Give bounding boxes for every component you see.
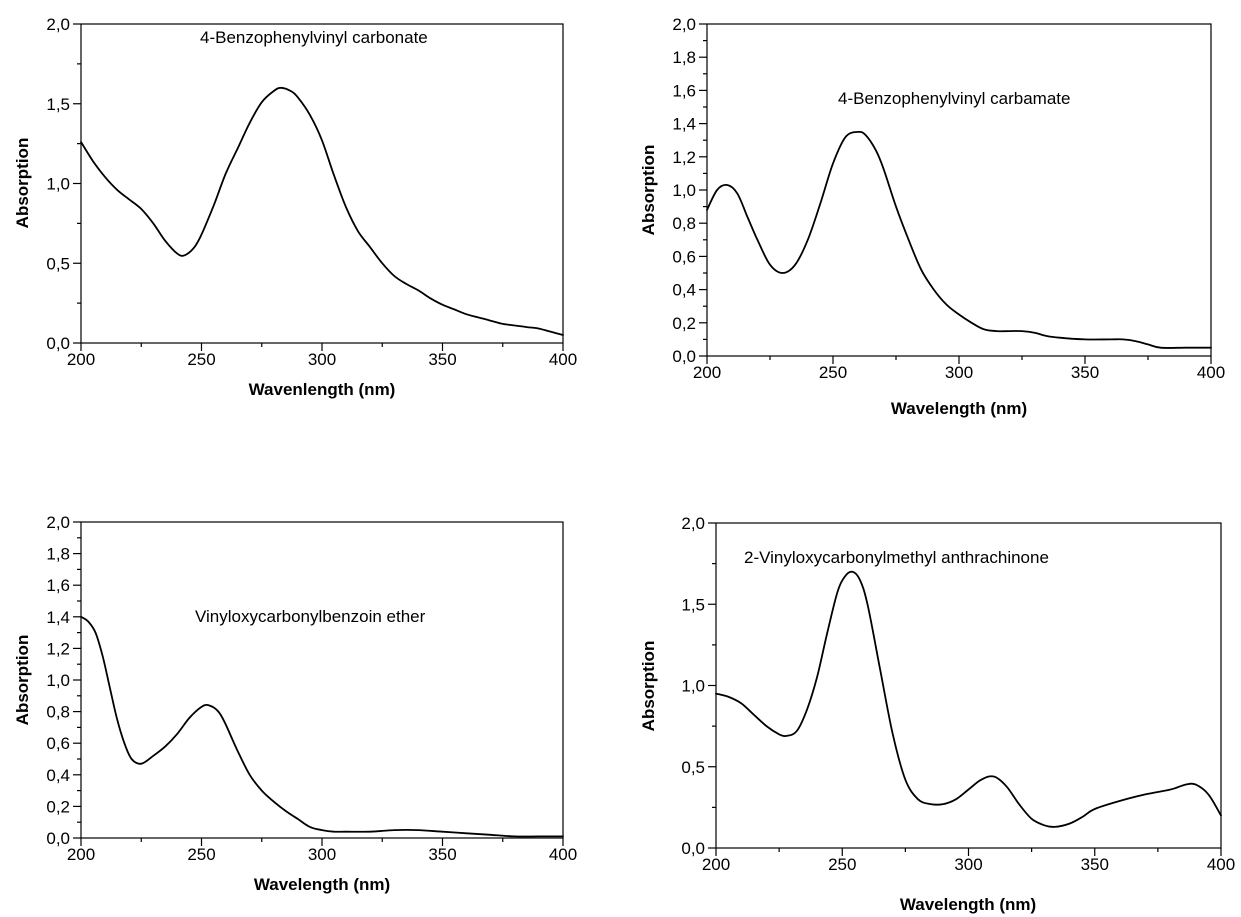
chart-1-x-tick-label: 250: [187, 350, 215, 369]
chart-2-x-tick-label: 200: [693, 363, 721, 382]
chart-2-x-tick-label: 350: [1071, 363, 1099, 382]
chart-2-y-tick-label: 1,0: [672, 181, 696, 200]
chart-3-y-tick-label: 0,4: [46, 766, 70, 785]
chart-1-x-axis-title: Wavenlength (nm): [249, 380, 396, 399]
chart-2-y-tick-label: 1,6: [672, 81, 696, 100]
chart-2-absorption-curve: [706, 130, 1212, 349]
chart-4-x-tick-label: 350: [1081, 855, 1109, 874]
chart-1-x-tick-label: 400: [549, 350, 577, 369]
chart-3-y-tick-label: 1,2: [46, 639, 70, 658]
chart-3-y-tick-label: 0,0: [46, 829, 70, 848]
chart-4-x-tick-label: 300: [954, 855, 982, 874]
chart-4-y-tick-label: 2,0: [681, 514, 705, 533]
chart-2-x-tick-label: 250: [819, 363, 847, 382]
chart-3-x-tick-label: 300: [308, 845, 336, 864]
chart-2-y-tick-label: 1,2: [672, 148, 696, 167]
chart-2-y-tick-label: 1,4: [672, 115, 696, 134]
chart-4-plot-frame: [715, 522, 1222, 849]
chart-1-x-tick-label: 300: [308, 350, 336, 369]
chart-1-y-tick-label: 0,5: [46, 254, 70, 273]
chart-2-y-tick-label: 0,6: [672, 247, 696, 266]
chart-2-y-tick-label: 1,8: [672, 48, 696, 67]
chart-2-y-tick-label: 0,2: [672, 314, 696, 333]
chart-4-y-axis-title: Absorption: [639, 641, 658, 732]
chart-4-y-tick-label: 1,5: [681, 595, 705, 614]
chart-2-y-tick-label: 0,0: [672, 347, 696, 366]
chart-1-y-tick-label: 1,5: [46, 95, 70, 114]
chart-2-plot-frame: [706, 23, 1212, 357]
chart-3-x-axis-title: Wavelength (nm): [254, 875, 390, 894]
chart-1-y-tick-label: 0,0: [46, 334, 70, 353]
chart-3-y-axis-title: Absorption: [13, 635, 32, 726]
chart-3-x-tick-label: 350: [428, 845, 456, 864]
chart-4-x-tick-label: 250: [828, 855, 856, 874]
chart-4-compound-label: 2-Vinyloxycarbonylmethyl anthrachinone: [744, 548, 1049, 567]
chart-3-absorption-curve: [80, 615, 564, 838]
chart-1-y-tick-label: 2,0: [46, 15, 70, 34]
chart-2-y-tick-label: 2,0: [672, 15, 696, 34]
chart-1-y-axis-title: Absorption: [13, 138, 32, 229]
chart-4-absorption-curve: [715, 570, 1222, 828]
chart-1-y-tick-label: 1,0: [46, 175, 70, 194]
chart-3-y-tick-label: 1,8: [46, 545, 70, 564]
chart-4-x-tick-label: 400: [1207, 855, 1235, 874]
chart-3-y-tick-label: 1,4: [46, 608, 70, 627]
chart-3-y-tick-label: 1,6: [46, 576, 70, 595]
chart-2-y-tick-label: 0,4: [672, 281, 696, 300]
chart-1-plot-frame: [80, 23, 564, 344]
chart-4-y-tick-label: 1,0: [681, 677, 705, 696]
chart-1-x-tick-label: 200: [67, 350, 95, 369]
chart-4-y-tick-label: 0,0: [681, 839, 705, 858]
chart-3-x-tick-label: 200: [67, 845, 95, 864]
chart-4-x-axis-title: Wavelength (nm): [900, 895, 1036, 914]
chart-2-x-axis-title: Wavelength (nm): [891, 399, 1027, 418]
chart-2-x-tick-label: 400: [1197, 363, 1225, 382]
chart-3-y-tick-label: 2,0: [46, 513, 70, 532]
chart-2-y-axis-title: Absorption: [639, 145, 658, 236]
chart-3-y-tick-label: 0,6: [46, 734, 70, 753]
chart-4-x-tick-label: 200: [702, 855, 730, 874]
chart-3-x-tick-label: 250: [187, 845, 215, 864]
chart-3-x-tick-label: 400: [549, 845, 577, 864]
chart-3-y-tick-label: 0,2: [46, 797, 70, 816]
chart-2-x-tick-label: 300: [945, 363, 973, 382]
chart-1-absorption-curve: [80, 86, 564, 336]
chart-1-x-tick-label: 350: [428, 350, 456, 369]
chart-3-compound-label: Vinyloxycarbonylbenzoin ether: [195, 607, 426, 626]
chart-3-y-tick-label: 0,8: [46, 703, 70, 722]
chart-1-compound-label: 4-Benzophenylvinyl carbonate: [200, 28, 428, 47]
chart-2-compound-label: 4-Benzophenylvinyl carbamate: [838, 89, 1070, 108]
chart-4-y-tick-label: 0,5: [681, 758, 705, 777]
chart-2-y-tick-label: 0,8: [672, 214, 696, 233]
chart-3-y-tick-label: 1,0: [46, 671, 70, 690]
chart-3-plot-frame: [80, 521, 564, 839]
